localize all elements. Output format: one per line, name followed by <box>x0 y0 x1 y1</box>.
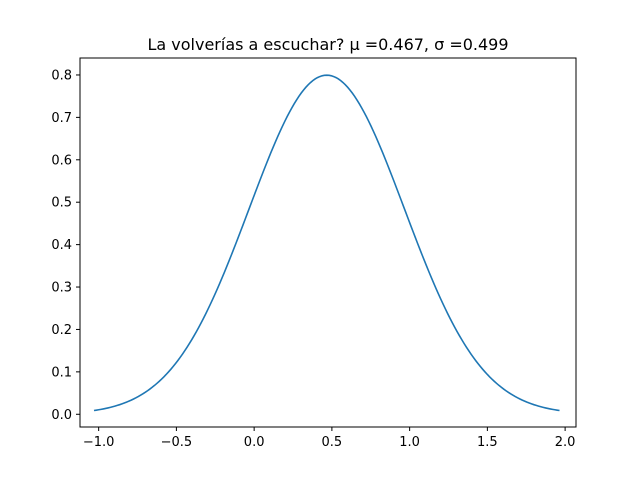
series-line <box>93 74 560 412</box>
x-tick-label: 0.0 <box>244 435 265 450</box>
y-tick-label: 0.8 <box>51 68 72 83</box>
y-tick-label: 0.7 <box>51 111 72 126</box>
x-tick-label: 0.5 <box>322 435 343 450</box>
y-tick-label: 0.5 <box>51 196 72 211</box>
y-tick-label: 0.0 <box>51 408 72 423</box>
x-tick-label: 1.5 <box>477 435 498 450</box>
x-tick-label: −1.0 <box>83 435 115 450</box>
y-axis: 0.0 0.1 0.2 0.3 0.4 0.5 0.6 0.7 0.8 <box>51 68 80 423</box>
y-tick-label: 0.6 <box>51 153 72 168</box>
y-tick-label: 0.3 <box>51 281 72 296</box>
y-tick-label: 0.2 <box>51 323 72 338</box>
y-tick-label: 0.1 <box>51 365 72 380</box>
x-tick-label: 2.0 <box>555 435 576 450</box>
plot-area <box>79 57 577 428</box>
chart-title: La volverías a escuchar? μ =0.467, σ =0.… <box>147 35 508 54</box>
y-tick-label: 0.4 <box>51 238 72 253</box>
axes-frame <box>79 57 577 428</box>
x-axis: −1.0 −0.5 0.0 0.5 1.0 1.5 2.0 <box>83 427 576 450</box>
x-tick-label: −0.5 <box>161 435 193 450</box>
x-tick-label: 1.0 <box>399 435 420 450</box>
